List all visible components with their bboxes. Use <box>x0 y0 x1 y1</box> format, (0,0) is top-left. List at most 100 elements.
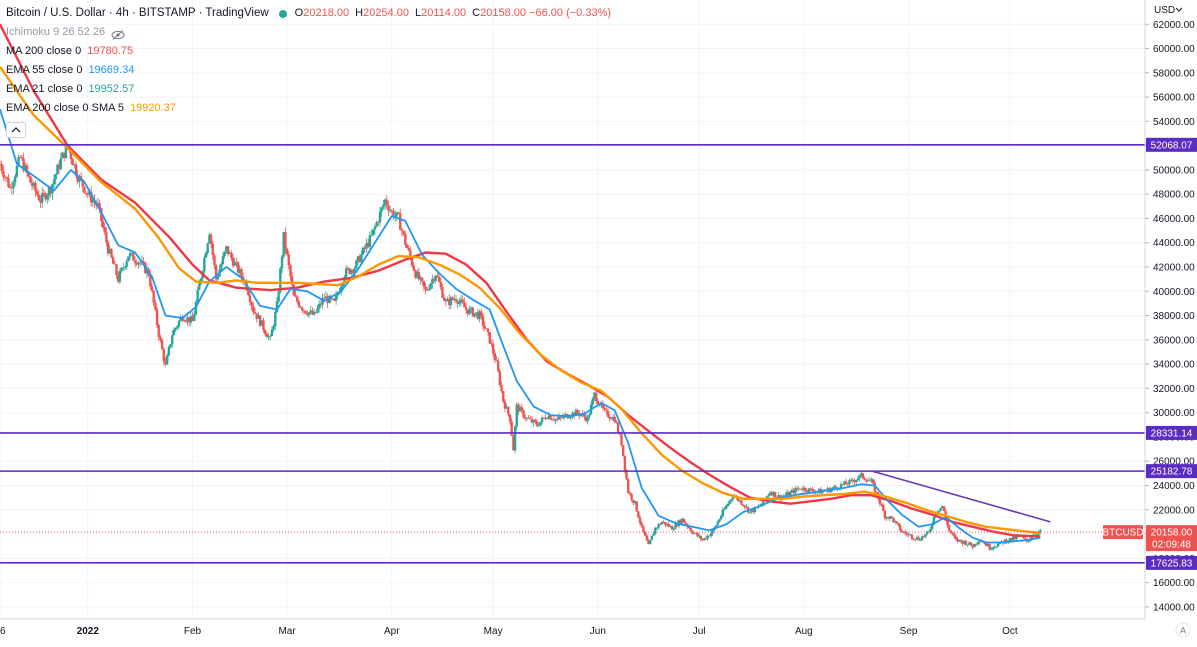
candle-body <box>27 172 30 177</box>
candle-body <box>29 176 32 183</box>
candle-body <box>912 538 915 540</box>
collapse-legend-button[interactable] <box>6 122 26 138</box>
candle-body <box>182 319 186 321</box>
legend-header[interactable]: Bitcoin / U.S. Dollar · 4h · BITSTAMP · … <box>6 4 611 23</box>
indicator-name: Ichimoku 9 26 52 26 <box>6 26 106 38</box>
candle-body <box>184 320 187 322</box>
ohlc-close: C20158.00 −66.00 (−0.33%) <box>472 4 611 23</box>
candle-body <box>1008 537 1012 542</box>
eye-off-icon[interactable] <box>111 28 125 40</box>
candle-body <box>8 187 12 188</box>
current-price-tag[interactable] <box>1146 525 1197 552</box>
candle-body <box>871 479 875 484</box>
indicator-ichimoku[interactable]: Ichimoku 9 26 52 26 <box>6 23 611 42</box>
candle-body <box>730 499 733 501</box>
candle-body <box>287 254 290 266</box>
candle-body <box>117 275 120 282</box>
indicator-name: EMA 55 close 0 <box>6 64 83 76</box>
candle-body <box>47 187 51 196</box>
trendline-layer[interactable] <box>871 470 1051 523</box>
candle-body <box>540 417 544 422</box>
level-price-tag[interactable] <box>1146 555 1197 570</box>
level-price-tag[interactable] <box>1146 137 1197 152</box>
candle-body <box>395 212 399 216</box>
candle-body <box>669 526 672 527</box>
candle-body <box>502 391 505 402</box>
candle-body <box>728 500 731 505</box>
time-tick-label: 2022 <box>77 626 100 637</box>
candle-body <box>904 531 907 534</box>
candle-body <box>701 539 704 541</box>
candle-body <box>909 534 912 536</box>
candle-body <box>238 269 241 273</box>
candle-body <box>971 545 974 548</box>
candle-body <box>459 299 463 302</box>
candle-body <box>336 293 339 296</box>
indicator-ema200-sma5[interactable]: EMA 200 close 0 SMA 5 19920.37 <box>6 99 611 118</box>
price-tick-label: 30000.00 <box>1153 408 1195 419</box>
candle-body <box>932 516 936 525</box>
auto-scale-button[interactable] <box>1175 622 1191 638</box>
candle-body <box>490 343 493 344</box>
chevron-down-icon[interactable] <box>1175 7 1183 12</box>
candle-body <box>2 170 5 177</box>
candle-body <box>821 490 824 494</box>
candle-body <box>856 478 860 481</box>
indicator-ma200[interactable]: MA 200 close 0 19780.75 <box>6 42 611 61</box>
candle-body <box>486 328 490 333</box>
time-tick-label: May <box>484 626 503 637</box>
candle-body <box>59 158 62 169</box>
candle-body <box>588 414 591 417</box>
candle-body <box>706 535 709 539</box>
candle-body <box>736 496 740 501</box>
candle-body <box>959 539 963 542</box>
candle-body <box>784 495 787 497</box>
indicator-ema21[interactable]: EMA 21 close 0 19952.57 <box>6 80 611 99</box>
price-axis-currency-label[interactable]: USD <box>1154 5 1175 16</box>
candle-body <box>802 487 806 491</box>
price-tick-label: 58000.00 <box>1153 68 1195 79</box>
candle-body <box>809 488 812 490</box>
candle-body <box>493 353 496 360</box>
time-tick-label: Jun <box>590 626 606 637</box>
candle-body <box>834 486 838 488</box>
candle-body <box>804 487 807 492</box>
symbol-title[interactable]: Bitcoin / U.S. Dollar · 4h · BITSTAMP · … <box>6 7 269 19</box>
candle-body <box>882 505 885 511</box>
indicator-ema55[interactable]: EMA 55 close 0 19669.34 <box>6 61 611 80</box>
candle-body <box>196 290 199 303</box>
candle-body <box>422 281 426 287</box>
ohlc-open-value: 20218.00 <box>303 7 350 19</box>
level-price-tag[interactable] <box>1146 464 1197 479</box>
candle-body <box>309 310 312 313</box>
level-price-tag[interactable] <box>1146 425 1197 440</box>
candle-body <box>556 419 559 420</box>
symbol-badge[interactable] <box>1103 525 1143 540</box>
candle-body <box>366 243 370 247</box>
candle-body <box>189 316 193 323</box>
candle-body <box>341 282 345 287</box>
candle-body <box>616 422 620 433</box>
indicator-value: 19952.57 <box>88 83 135 95</box>
candle-body <box>539 421 542 426</box>
candle-body <box>475 312 478 314</box>
horizontal-levels[interactable] <box>0 144 1145 564</box>
market-status-dot-icon <box>278 9 287 18</box>
candle-body <box>866 480 870 482</box>
candle-body <box>177 321 181 327</box>
candle-body <box>508 414 512 422</box>
trendline[interactable] <box>871 470 1051 523</box>
candle-body <box>910 534 914 539</box>
candle-body <box>974 543 978 545</box>
candle-body <box>625 470 628 480</box>
candle-body <box>990 548 993 550</box>
candle-body <box>627 479 630 493</box>
candle-body <box>100 208 103 222</box>
candle-body <box>427 288 431 290</box>
candle-body <box>456 300 459 304</box>
candle-body <box>42 193 46 194</box>
candle-body <box>795 488 799 490</box>
